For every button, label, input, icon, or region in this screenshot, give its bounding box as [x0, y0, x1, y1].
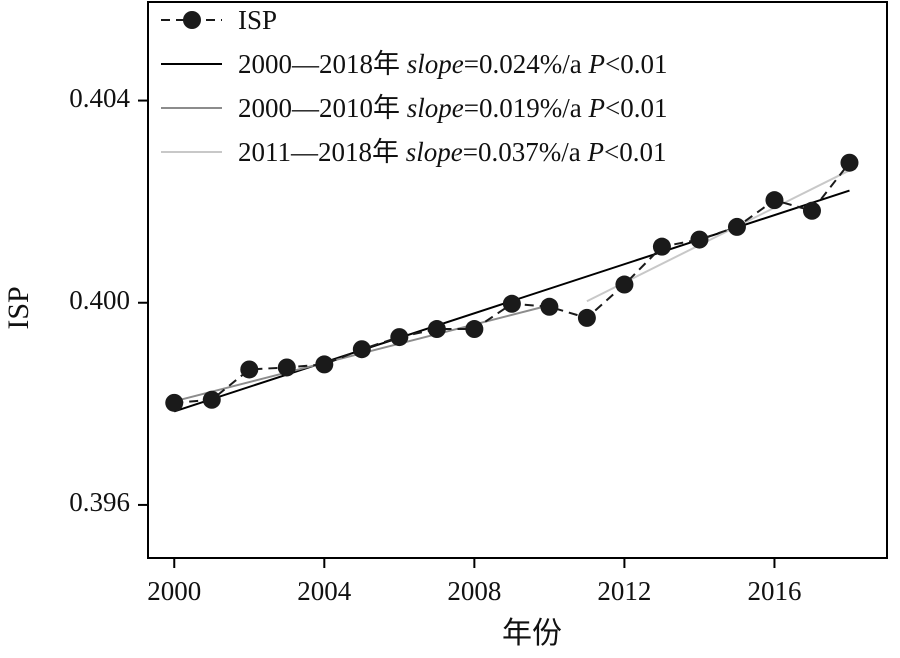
plot-frame [147, 1, 888, 559]
isp-point [315, 355, 334, 374]
legend-entry-trend-2000-2010: 2000—2010年 slope=0.019%/a P<0.01 [161, 93, 667, 123]
isp-point [652, 237, 671, 256]
x-axis-title: 年份 [502, 617, 562, 650]
legend-entry-trend-2000-2018: 2000—2018年 slope=0.024%/a P<0.01 [161, 49, 667, 79]
x-tick-label: 2004 [297, 576, 352, 606]
isp-series-line [174, 162, 851, 404]
isp-point [727, 217, 746, 236]
x-tick-label: 2008 [447, 576, 501, 606]
legend-entry-isp: ISP [161, 5, 277, 35]
x-tick-label: 2016 [747, 576, 801, 606]
x-axis: 2000 2004 2008 2012 2016 [147, 558, 801, 606]
isp-point [465, 320, 484, 339]
isp-point [690, 230, 709, 249]
isp-point [540, 297, 559, 316]
y-tick-label: 0.404 [69, 83, 130, 113]
isp-point [352, 340, 371, 359]
legend-label-trend-2000-2010: 2000—2010年 slope=0.019%/a P<0.01 [238, 93, 667, 123]
isp-point [615, 275, 634, 294]
legend-marker-isp [183, 11, 201, 29]
isp-point [502, 294, 521, 313]
isp-point [165, 393, 184, 412]
isp-point [427, 320, 446, 339]
y-axis-title: ISP [2, 286, 35, 329]
x-tick-label: 2012 [597, 576, 651, 606]
isp-point [802, 201, 821, 220]
legend: ISP 2000—2018年 slope=0.024%/a P<0.01 200… [161, 5, 667, 167]
isp-point [202, 390, 221, 409]
legend-entry-trend-2011-2018: 2011—2018年 slope=0.037%/a P<0.01 [161, 137, 666, 167]
y-tick-label: 0.400 [69, 285, 130, 315]
isp-point [577, 308, 596, 327]
trend-lines [173, 169, 850, 413]
legend-label-isp: ISP [238, 5, 277, 35]
isp-series [165, 153, 859, 412]
y-tick-label: 0.396 [69, 487, 130, 517]
legend-label-trend-2011-2018: 2011—2018年 slope=0.037%/a P<0.01 [238, 137, 666, 167]
legend-label-trend-2000-2018: 2000—2018年 slope=0.024%/a P<0.01 [238, 49, 667, 79]
isp-point [840, 153, 859, 172]
isp-point [277, 358, 296, 377]
y-axis: 0.396 0.400 0.404 [69, 83, 148, 517]
isp-point [765, 191, 784, 210]
isp-point [390, 328, 409, 347]
isp-point [240, 360, 259, 379]
x-tick-label: 2000 [147, 576, 201, 606]
